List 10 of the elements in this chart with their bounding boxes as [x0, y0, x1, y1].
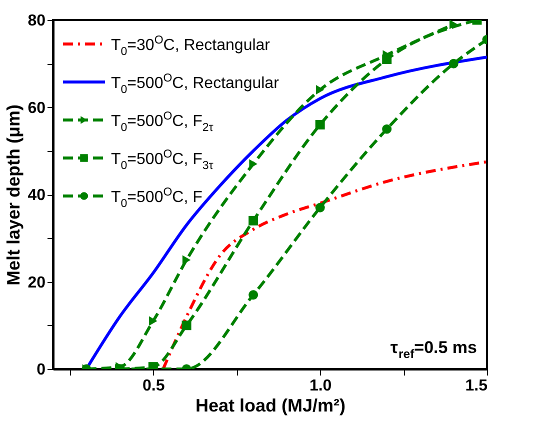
x-tick-label: 1.5 — [465, 378, 488, 394]
y-axis-title: Melt layer depth (μm) — [4, 104, 24, 286]
y-tick-label: 0 — [36, 362, 46, 378]
y-tick-label: 80 — [28, 12, 46, 30]
x-axis-title: Heat load (MJ/m²) — [195, 396, 346, 416]
y-tick-label: 40 — [28, 187, 46, 204]
y-tick-label: 20 — [28, 274, 46, 292]
y-tick-label: 60 — [28, 100, 46, 117]
x-tick-label: 0.5 — [142, 378, 165, 394]
x-tick-label: 1.0 — [309, 378, 332, 394]
